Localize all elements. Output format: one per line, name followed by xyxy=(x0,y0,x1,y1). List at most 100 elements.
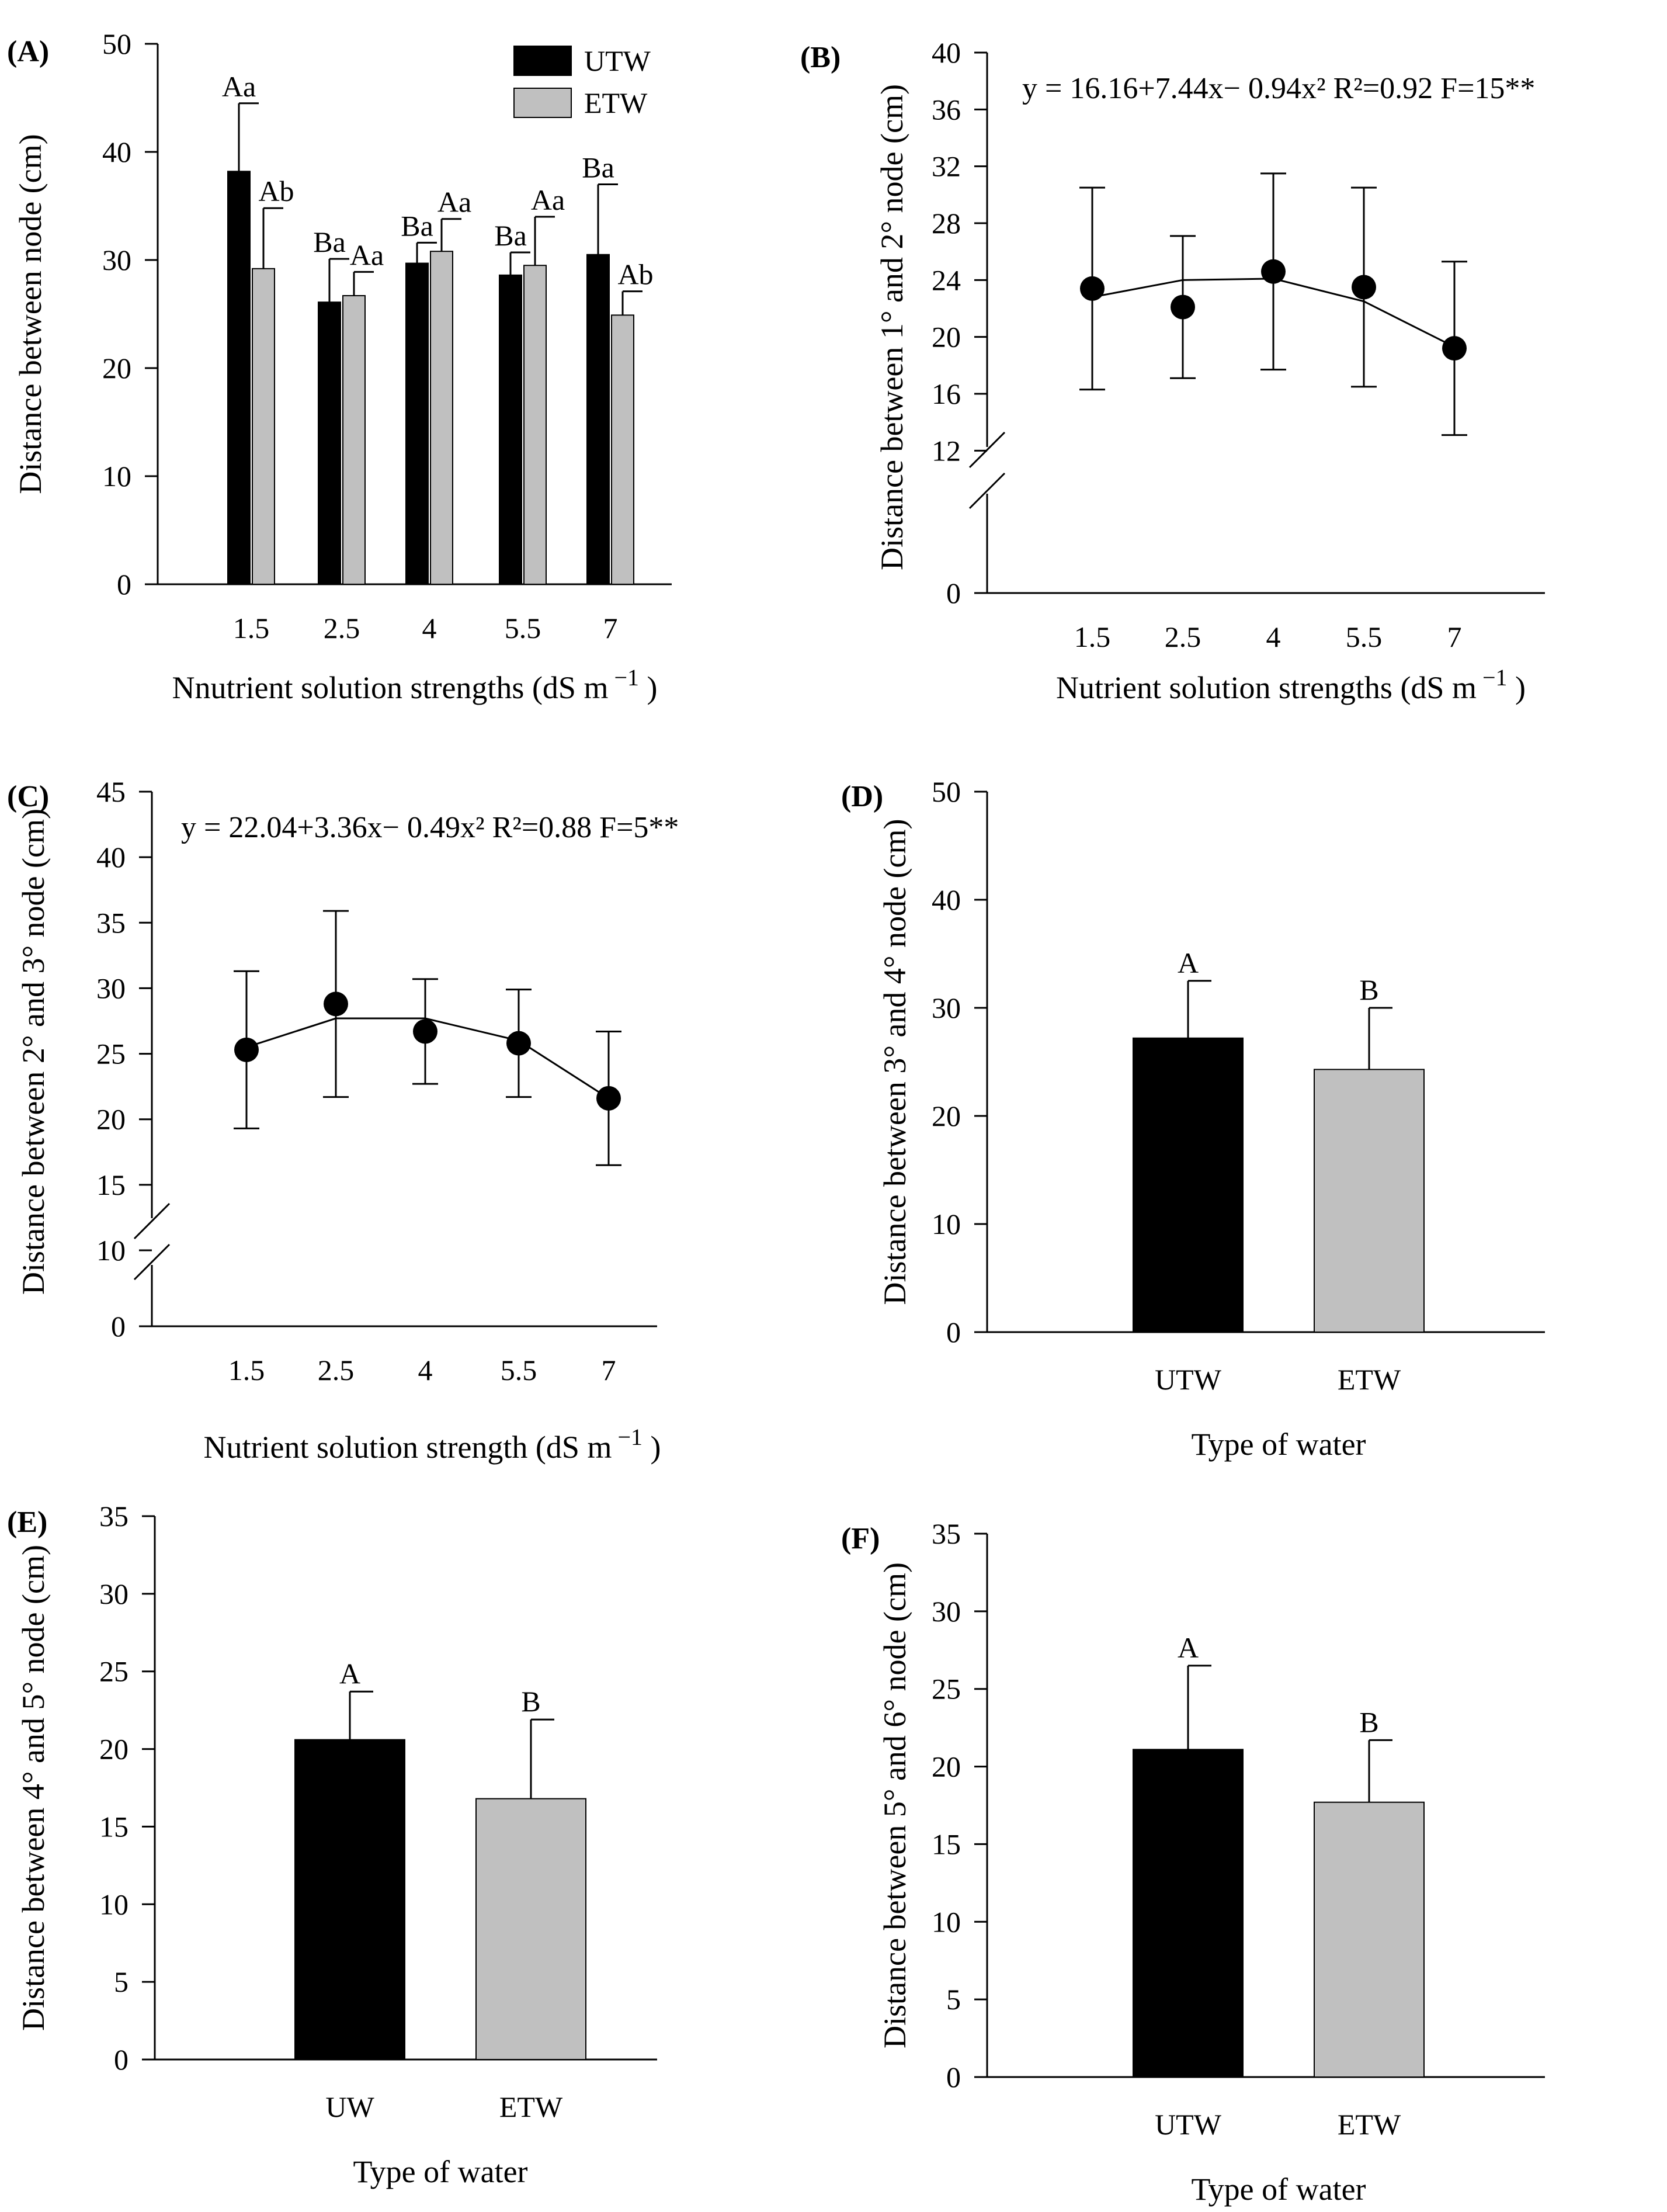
error-bar xyxy=(530,1718,554,1799)
legend-swatch-utw xyxy=(513,46,572,76)
y-tick-label: 30 xyxy=(932,991,961,1024)
panel-E: 0 5 10 15 20 25 30 35 A UW B ETW (E) Distance between… xyxy=(7,1500,657,2189)
y-tick-label: 30 xyxy=(99,1577,129,1610)
x-axis-label-text: Type of water xyxy=(353,2154,527,2189)
panel-B: 12 16 20 24 28 32 36 40 0 1.5 2.5 4 5.5 7 y = 16.16+7.… xyxy=(800,36,1545,705)
y-axis-label: Distance between 2° and 3° node (cm) xyxy=(16,809,51,1295)
error-bar-etw xyxy=(440,218,461,252)
error-bar-etw xyxy=(534,216,555,266)
error-bar-etw xyxy=(262,207,283,269)
y-tick-label: 30 xyxy=(96,972,126,1004)
y-tick-label: 35 xyxy=(96,906,126,939)
y-tick-label: 10 xyxy=(96,1234,126,1267)
axis-break-mark xyxy=(133,1202,171,1281)
x-axis-label: Nutrient solution strength (dS m −1 ) xyxy=(203,1424,661,1465)
y-axis-label: Distance between node (cm) xyxy=(13,134,48,494)
bar-utw xyxy=(227,171,251,585)
y-tick-label: 35 xyxy=(99,1500,129,1533)
significance-label: B xyxy=(1359,973,1378,1006)
y-tick-label: 20 xyxy=(102,352,131,384)
panel-label: (B) xyxy=(800,41,841,74)
significance-label: Aa xyxy=(437,186,471,219)
y-axis-label: Distance between 3° and 4° node (cm) xyxy=(877,819,912,1305)
x-axis-label-close: ) xyxy=(1508,670,1526,705)
y-tick-label: 0 xyxy=(114,2043,129,2076)
x-tick-label: 1.5 xyxy=(1074,620,1111,653)
x-axis-label-close: ) xyxy=(639,670,657,705)
bar-etw xyxy=(1314,1801,1425,2078)
x-axis-label: Type of water xyxy=(1191,1427,1366,1462)
data-point xyxy=(1442,336,1467,361)
bar-etw xyxy=(430,251,453,585)
error-bar xyxy=(1187,1665,1211,1750)
y-tick-label: 20 xyxy=(932,1100,961,1132)
data-point xyxy=(1171,294,1195,320)
x-axis-label: Type of water xyxy=(1191,2172,1366,2207)
error-bar-utw xyxy=(416,241,437,264)
x-axis-label-superscript: −1 xyxy=(1477,664,1508,691)
x-axis-label-superscript: −1 xyxy=(608,664,639,691)
x-axis-label-superscript: −1 xyxy=(612,1424,643,1450)
data-point xyxy=(506,1031,531,1056)
x-tick-label: 5.5 xyxy=(505,612,541,644)
error-bar-utw xyxy=(509,251,530,275)
y-tick-label: 15 xyxy=(96,1169,126,1201)
y-tick-label: 40 xyxy=(932,883,961,916)
panel-label: (D) xyxy=(841,780,883,813)
y-tick-label: 10 xyxy=(102,460,131,493)
regression-equation: y = 22.04+3.36x− 0.49x² R²=0.88 F=5** xyxy=(181,811,679,844)
error-bar-utw xyxy=(328,258,349,303)
y-tick-label: 10 xyxy=(932,1208,961,1240)
x-axis-label: Type of water xyxy=(353,2154,527,2189)
data-point xyxy=(1080,276,1105,301)
y-tick-label: 20 xyxy=(932,1750,961,1783)
bar-etw xyxy=(1314,1069,1425,1333)
error-bar xyxy=(349,1690,373,1740)
significance-label: Ba xyxy=(401,209,433,242)
x-axis-label-text: Nnutrient solution strengths (dS m xyxy=(172,670,608,705)
significance-label: Ab xyxy=(617,258,653,291)
y-tick-label: 40 xyxy=(102,136,131,168)
x-axis-label: Nnutrient solution strengths (dS m −1 ) xyxy=(172,664,657,705)
y-tick-label: 40 xyxy=(932,36,961,69)
y-tick-label: 36 xyxy=(932,93,961,126)
y-tick-label: 30 xyxy=(102,244,131,276)
bar-uw xyxy=(294,1739,405,2061)
data-point xyxy=(413,1019,437,1044)
y-tick-label-zero: 0 xyxy=(111,1310,126,1343)
panel-C: 10 15 20 25 30 35 40 45 0 1.5 2.5 4 5.5 7 y = 22.04+3.… xyxy=(7,775,679,1465)
y-tick-label: 0 xyxy=(946,1316,961,1348)
y-tick-label: 15 xyxy=(932,1828,961,1860)
bar-utw xyxy=(1133,1037,1244,1333)
panel-label: (A) xyxy=(7,35,49,68)
y-tick-label: 24 xyxy=(932,264,961,296)
significance-label: Ab xyxy=(258,175,294,207)
y-tick-label: 25 xyxy=(932,1673,961,1705)
y-tick-label: 25 xyxy=(99,1655,129,1688)
x-tick-label: ETW xyxy=(499,2090,563,2123)
x-tick-label: ETW xyxy=(1338,2108,1401,2141)
x-axis-label-text: Nutrient solution strengths (dS m xyxy=(1056,670,1477,705)
error-bar-etw xyxy=(353,271,374,296)
significance-label: Aa xyxy=(350,238,384,271)
y-tick-label: 32 xyxy=(932,150,961,183)
y-tick-label: 25 xyxy=(96,1038,126,1070)
error-bar-etw xyxy=(621,290,643,315)
bar-etw xyxy=(252,268,275,585)
y-tick-label: 40 xyxy=(96,841,126,873)
data-point xyxy=(1352,275,1376,300)
x-tick-label: 7 xyxy=(602,1354,616,1386)
y-tick-label: 35 xyxy=(932,1517,961,1550)
y-tick-label: 20 xyxy=(932,321,961,353)
x-tick-label: 2.5 xyxy=(324,612,360,644)
y-tick-label: 16 xyxy=(932,377,961,410)
y-tick-label: 50 xyxy=(102,27,131,60)
y-tick-label: 0 xyxy=(117,568,131,601)
significance-label: Ba xyxy=(582,151,614,184)
error-bar-utw xyxy=(238,102,259,172)
y-tick-label: 5 xyxy=(114,1965,129,1998)
panel-label: (F) xyxy=(841,1522,880,1555)
panel-label: (C) xyxy=(7,780,49,813)
y-tick-label: 15 xyxy=(99,1810,129,1843)
significance-label: A xyxy=(1178,1631,1199,1664)
